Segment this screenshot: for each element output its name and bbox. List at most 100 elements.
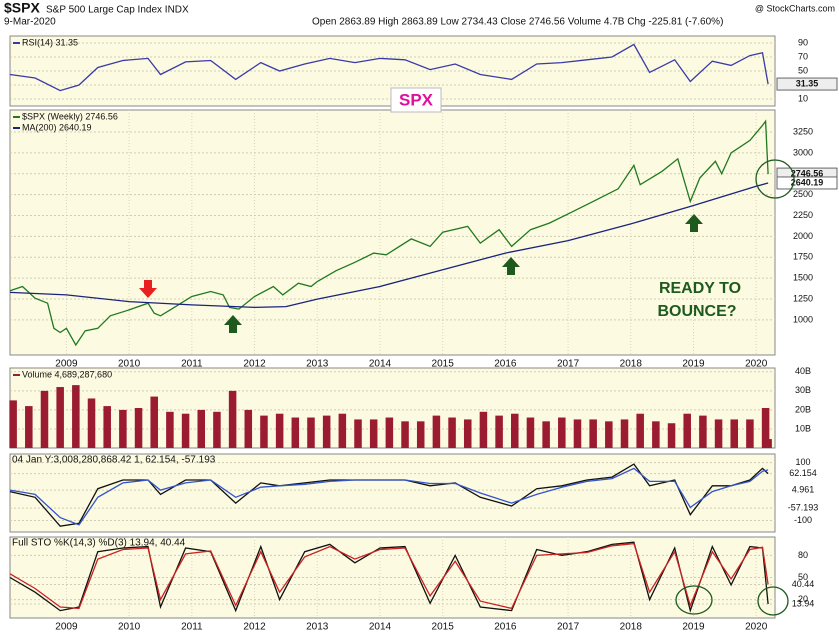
- bar: [526, 417, 535, 448]
- y-tick-label: 20: [798, 594, 808, 604]
- bar: [338, 413, 347, 448]
- index-name: S&P 500 Large Cap Index INDX: [46, 5, 189, 16]
- x-tick-label: 2012: [243, 622, 266, 633]
- bar: [291, 417, 300, 448]
- legend-entry: $SPX (Weekly) 2746.56: [22, 111, 118, 121]
- bar: [401, 421, 409, 448]
- x-tick-label: 2012: [243, 359, 266, 370]
- legend-entry: Volume 4,689,287,680: [22, 369, 112, 379]
- line-series: [9, 542, 769, 610]
- bar: [495, 415, 503, 448]
- x-tick-label: 2015: [432, 622, 455, 633]
- last-value-label: 2640.19: [791, 177, 824, 187]
- bar: [40, 390, 49, 448]
- bar: [542, 421, 550, 448]
- x-tick-label: 2011: [181, 622, 203, 633]
- x-tick-label: 2019: [682, 359, 705, 370]
- bar: [714, 419, 723, 448]
- bar: [307, 417, 315, 448]
- y-tick-label: -100: [794, 515, 812, 525]
- y-tick-label: 13.94: [792, 598, 815, 608]
- y-tick-label: 50: [798, 572, 808, 582]
- x-tick-label: 2014: [369, 622, 392, 633]
- bar: [275, 413, 284, 448]
- bar: [322, 415, 331, 448]
- x-tick-label: 2014: [369, 359, 392, 370]
- x-tick-label: 2017: [557, 622, 580, 633]
- x-tick-label: 2018: [620, 359, 643, 370]
- bar: [56, 387, 64, 448]
- highlight-circle: [755, 159, 795, 199]
- y-tick-label: 62.154: [789, 468, 817, 478]
- y-tick-label: 30B: [795, 385, 811, 395]
- bar: [746, 419, 754, 448]
- quote: Open 2863.89 High 2863.89 Low 2734.43 Cl…: [312, 17, 723, 28]
- bar: [150, 396, 158, 448]
- line-series: [9, 43, 769, 92]
- y-tick-label: 40.44: [792, 579, 815, 589]
- plots: 1030507090RSI(14) 31.3531.35200920102011…: [9, 35, 838, 633]
- y-tick-label: 20B: [795, 404, 811, 414]
- bar: [511, 413, 519, 448]
- x-tick-label: 2017: [557, 359, 580, 370]
- y-tick-label: 1000: [793, 314, 813, 324]
- bar: [699, 415, 707, 448]
- bar: [683, 413, 691, 448]
- panel-title: Full STO %K(14,3) %D(3) 13.94, 40.44: [12, 538, 186, 549]
- x-tick-label: 2016: [494, 622, 517, 633]
- y-tick-label: 2000: [793, 231, 813, 241]
- bar: [119, 409, 127, 448]
- bar: [432, 415, 441, 448]
- line-series: [9, 467, 769, 526]
- bar: [213, 411, 221, 448]
- bar: [463, 419, 472, 448]
- last-value-box: [776, 176, 838, 190]
- last-value-label: 31.35: [796, 78, 819, 88]
- note: READY TO: [659, 280, 741, 297]
- y-tick-label: 50: [798, 65, 808, 75]
- y-tick-label: 1500: [793, 273, 813, 283]
- x-tick-label: 2009: [55, 359, 78, 370]
- arrow-down: [139, 280, 157, 298]
- y-tick-label: 1250: [793, 293, 813, 303]
- bar: [730, 419, 739, 448]
- arrow-up: [224, 315, 242, 333]
- highlight-circle: [675, 585, 713, 615]
- bar: [589, 419, 597, 448]
- bar: [134, 408, 143, 448]
- bar: [667, 423, 676, 448]
- panel-background: [9, 453, 776, 533]
- bar: [448, 417, 456, 448]
- x-tick-label: 2013: [306, 359, 329, 370]
- last-value-box: [776, 77, 838, 91]
- x-tick-label: 2018: [620, 622, 643, 633]
- bar: [558, 417, 566, 448]
- bar: [181, 413, 190, 448]
- y-tick-label: 40B: [795, 366, 811, 376]
- legend-entry: RSI(14) 31.35: [22, 37, 78, 47]
- bar: [9, 400, 17, 448]
- y-tick-label: 10B: [795, 423, 811, 433]
- y-tick-label: 10: [798, 93, 808, 103]
- y-tick-label: 90: [798, 37, 808, 47]
- x-tick-label: 2015: [432, 359, 455, 370]
- x-tick-label: 2020: [745, 359, 768, 370]
- bar: [197, 409, 206, 448]
- bar: [652, 421, 660, 448]
- bar: [573, 419, 582, 448]
- bar: [764, 439, 772, 448]
- x-tick-label: 2009: [55, 622, 78, 633]
- x-tick-label: 2019: [682, 622, 705, 633]
- line-series: [9, 182, 769, 309]
- bar: [25, 406, 33, 448]
- y-tick-label: 4.961: [792, 484, 815, 494]
- y-tick-label: 70: [798, 51, 808, 61]
- label-box: [390, 87, 442, 113]
- last-value-label: 2746.56: [791, 168, 824, 178]
- highlight-circle: [757, 586, 789, 616]
- bar: [369, 419, 378, 448]
- bar: [385, 417, 394, 448]
- bar: [636, 413, 644, 448]
- bar: [228, 390, 237, 448]
